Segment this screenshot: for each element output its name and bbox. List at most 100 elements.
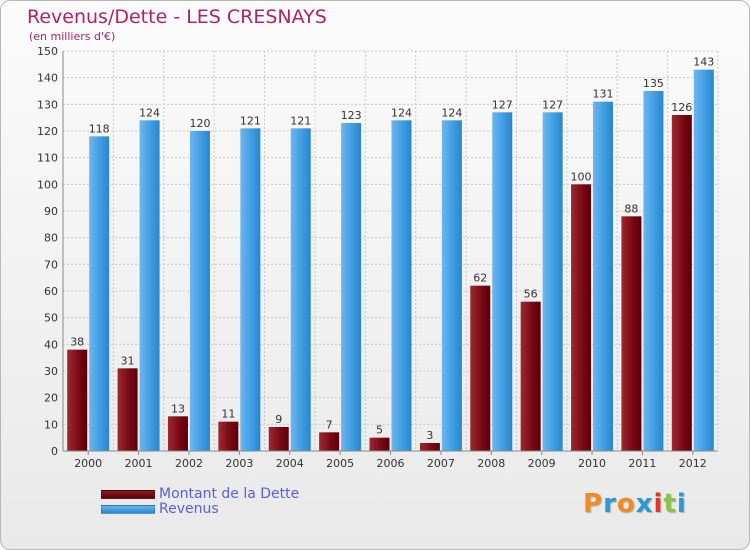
- data-label-debt: 126: [671, 101, 692, 114]
- y-tick-label: 30: [44, 365, 58, 378]
- bar-revenue: [240, 128, 261, 451]
- data-label-revenue: 143: [693, 56, 714, 69]
- x-tick-label: 2012: [679, 457, 707, 470]
- data-label-revenue: 123: [341, 109, 362, 122]
- y-tick-label: 20: [44, 392, 58, 405]
- legend: Montant de la Dette Revenus: [101, 487, 299, 517]
- chart-title: Revenus/Dette - LES CRESNAYS: [27, 6, 327, 28]
- data-label-debt: 7: [326, 418, 333, 431]
- bar-revenue: [139, 120, 160, 451]
- y-tick-label: 60: [44, 285, 58, 298]
- bar-debt: [319, 432, 340, 451]
- data-label-debt: 9: [275, 413, 282, 426]
- bar-debt: [671, 115, 692, 451]
- legend-item-revenue: Revenus: [101, 502, 299, 517]
- x-tick-label: 2005: [326, 457, 354, 470]
- bar-debt: [470, 285, 491, 451]
- bar-revenue: [391, 120, 412, 451]
- data-label-revenue: 135: [643, 77, 664, 90]
- brand-letter: i: [653, 489, 664, 519]
- data-label-revenue: 124: [391, 106, 412, 119]
- data-label-debt: 13: [171, 402, 185, 415]
- legend-swatch-revenue: [101, 505, 155, 514]
- x-tick-label: 2007: [427, 457, 455, 470]
- y-tick-label: 10: [44, 418, 58, 431]
- bar-revenue: [643, 91, 664, 451]
- x-tick-label: 2003: [225, 457, 253, 470]
- data-label-revenue: 124: [441, 106, 462, 119]
- bar-debt: [268, 427, 289, 451]
- brand-letter: o: [616, 489, 636, 519]
- x-tick-label: 2008: [477, 457, 505, 470]
- data-label-revenue: 120: [189, 117, 210, 130]
- bar-debt: [218, 421, 239, 451]
- bar-debt: [67, 349, 88, 451]
- x-tick-label: 2000: [74, 457, 102, 470]
- y-tick-label: 90: [44, 205, 58, 218]
- x-tick-label: 2011: [628, 457, 656, 470]
- legend-item-debt: Montant de la Dette: [101, 487, 299, 502]
- data-label-debt: 5: [376, 424, 383, 437]
- data-label-revenue: 131: [593, 88, 614, 101]
- legend-label-debt: Montant de la Dette: [159, 486, 300, 502]
- brand-logo: Proxiti: [583, 489, 687, 519]
- data-label-debt: 31: [121, 354, 135, 367]
- data-label-debt: 38: [70, 336, 84, 349]
- y-tick-label: 50: [44, 312, 58, 325]
- y-tick-label: 110: [37, 152, 58, 165]
- y-tick-label: 120: [37, 125, 58, 138]
- bar-debt: [419, 443, 440, 451]
- axis-layer: 0 10 20 30 40 50 60 70 80 90 100 110 120 130 140 150 200…: [37, 45, 718, 470]
- data-label-revenue: 118: [89, 122, 110, 135]
- bar-revenue: [492, 112, 513, 451]
- y-tick-label: 80: [44, 232, 58, 245]
- bar-revenue: [189, 131, 210, 451]
- y-tick-label: 130: [37, 98, 58, 111]
- bar-debt: [621, 216, 642, 451]
- data-label-revenue: 127: [492, 98, 513, 111]
- x-tick-label: 2009: [528, 457, 556, 470]
- x-tick-label: 2006: [377, 457, 405, 470]
- labels-layer: 38 118 31 124 13 120 11 121 9 121 7 123 5 124 3 124 62 12…: [70, 56, 714, 442]
- bar-revenue: [89, 136, 110, 452]
- data-label-debt: 62: [473, 272, 487, 285]
- data-label-debt: 100: [571, 170, 592, 183]
- y-tick-label: 100: [37, 178, 58, 191]
- x-tick-label: 2001: [125, 457, 153, 470]
- x-tick-label: 2010: [578, 457, 606, 470]
- data-label-revenue: 121: [240, 114, 261, 127]
- y-tick-label: 70: [44, 258, 58, 271]
- bar-debt: [167, 416, 188, 451]
- brand-letter: P: [583, 489, 604, 519]
- chart-subtitle: (en milliers d'€): [29, 30, 116, 43]
- x-tick-label: 2004: [276, 457, 304, 470]
- brand-letter: r: [603, 489, 617, 519]
- bar-debt: [520, 301, 541, 451]
- legend-label-revenue: Revenus: [159, 501, 219, 517]
- bar-debt: [117, 368, 138, 451]
- data-label-debt: 56: [524, 288, 538, 301]
- brand-letter: i: [676, 489, 687, 519]
- data-label-revenue: 124: [139, 106, 160, 119]
- y-tick-label: 40: [44, 338, 58, 351]
- bar-revenue: [290, 128, 311, 451]
- bar-revenue: [693, 69, 714, 452]
- bar-revenue: [593, 101, 614, 452]
- bar-debt: [571, 184, 592, 452]
- data-label-revenue: 121: [290, 114, 311, 127]
- brand-letter: x: [635, 489, 654, 519]
- bar-debt: [369, 437, 390, 451]
- bar-revenue: [542, 112, 563, 451]
- y-tick-label: 0: [51, 445, 58, 458]
- y-tick-label: 140: [37, 72, 58, 85]
- data-label-debt: 88: [624, 202, 638, 215]
- legend-swatch-debt: [101, 490, 155, 499]
- y-tick-label: 150: [37, 45, 58, 58]
- data-label-revenue: 127: [542, 98, 563, 111]
- data-label-debt: 3: [426, 429, 433, 442]
- bar-revenue: [341, 123, 362, 451]
- bars-layer: [67, 69, 714, 452]
- data-label-debt: 11: [221, 408, 235, 421]
